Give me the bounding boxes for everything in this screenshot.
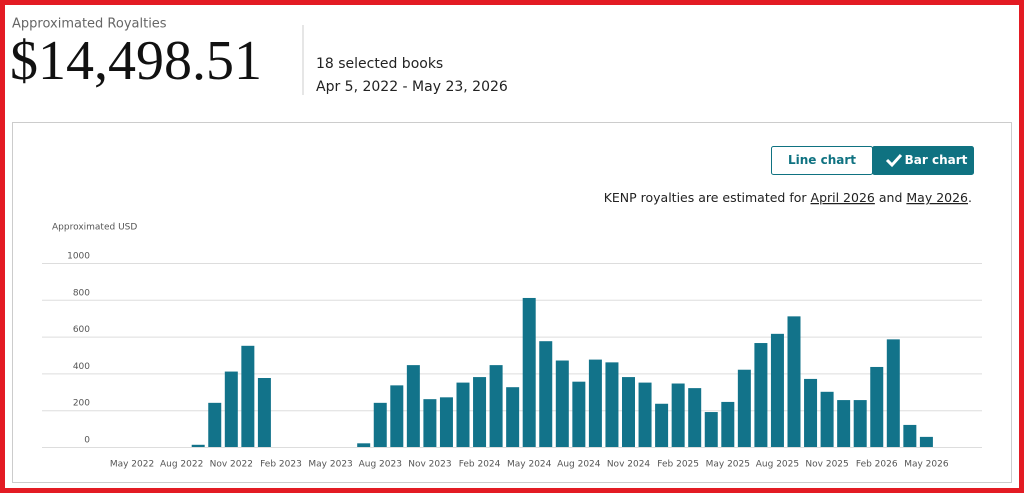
note-link[interactable]: May 2026 xyxy=(906,190,968,205)
y-tick-label: 0 xyxy=(84,436,90,446)
bar xyxy=(704,412,718,447)
kenp-note: KENP royalties are estimated for April 2… xyxy=(604,190,972,205)
note-text: and xyxy=(879,190,903,205)
bar xyxy=(638,382,652,447)
line-chart-button[interactable]: Line chart xyxy=(771,146,873,175)
x-tick-label: Aug 2025 xyxy=(756,460,799,470)
x-tick-label: Nov 2025 xyxy=(805,460,848,470)
bar xyxy=(224,371,238,447)
note-link[interactable]: April 2026 xyxy=(811,190,875,205)
bar xyxy=(870,366,884,447)
x-tick-label: Aug 2023 xyxy=(359,460,402,470)
bar xyxy=(423,399,437,447)
bar xyxy=(555,360,569,447)
y-tick-label: 200 xyxy=(73,399,90,409)
selected-books: 18 selected books xyxy=(316,56,443,72)
y-tick-label: 400 xyxy=(73,362,90,372)
bar xyxy=(804,378,818,447)
bar xyxy=(241,345,255,447)
bar xyxy=(787,316,801,447)
button-label: Line chart xyxy=(788,153,856,167)
bar xyxy=(390,385,404,447)
bar xyxy=(208,402,222,447)
x-tick-label: Nov 2023 xyxy=(408,460,451,470)
button-label: Bar chart xyxy=(905,153,968,167)
check-icon xyxy=(885,153,903,168)
x-tick-label: May 2023 xyxy=(308,460,352,470)
x-tick-label: May 2024 xyxy=(507,460,552,470)
bar xyxy=(257,378,271,447)
note-text: . xyxy=(968,190,972,205)
bar xyxy=(439,397,453,447)
bar xyxy=(688,388,702,447)
bar xyxy=(919,436,933,447)
x-tick-label: Feb 2025 xyxy=(657,460,699,470)
bar xyxy=(622,377,635,447)
x-tick-label: May 2025 xyxy=(706,460,750,470)
royalties-label: Approximated Royalties xyxy=(12,17,167,32)
bar xyxy=(671,383,685,447)
bar-chart-button[interactable]: Bar chart xyxy=(872,146,974,175)
bar xyxy=(522,297,536,447)
y-tick-label: 600 xyxy=(73,325,90,335)
bar xyxy=(853,400,867,447)
bar xyxy=(721,401,735,447)
y-axis-label: Approximated USD xyxy=(52,223,137,233)
bar xyxy=(655,403,669,447)
x-tick-label: Nov 2024 xyxy=(607,460,651,470)
bar xyxy=(572,381,586,447)
bar xyxy=(903,424,917,447)
plot: 0 200 400 600 800 1000 May 2022 Aug 2022 Nov 202… xyxy=(42,252,982,470)
x-tick-label: Nov 2022 xyxy=(210,460,253,470)
bar xyxy=(506,387,520,447)
x-tick-label: Feb 2023 xyxy=(260,460,302,470)
bar xyxy=(191,444,205,447)
royalties-amount: $14,498.51 xyxy=(10,30,262,92)
bar xyxy=(820,391,834,447)
y-tick-label: 1000 xyxy=(67,252,90,262)
bar xyxy=(754,343,768,447)
x-tick-label: May 2022 xyxy=(110,460,154,470)
bar xyxy=(886,339,900,447)
bar xyxy=(837,400,851,447)
note-text: KENP royalties are estimated for xyxy=(604,190,808,205)
bar xyxy=(456,382,470,447)
x-tick-label: Aug 2024 xyxy=(557,460,601,470)
bar xyxy=(357,443,371,447)
bar xyxy=(406,365,420,447)
bar xyxy=(737,369,751,447)
bar xyxy=(770,333,784,447)
bar xyxy=(588,359,602,447)
bar xyxy=(373,402,387,447)
bar xyxy=(473,377,487,447)
x-tick-label: Feb 2026 xyxy=(856,460,898,470)
button-bg xyxy=(872,146,974,175)
x-tick-label: May 2026 xyxy=(904,460,949,470)
bar xyxy=(489,365,503,447)
bar xyxy=(605,362,619,447)
y-tick-label: 800 xyxy=(73,288,90,298)
x-tick-label: Feb 2024 xyxy=(459,460,501,470)
x-tick-label: Aug 2022 xyxy=(160,460,203,470)
bar xyxy=(539,341,553,447)
date-range: Apr 5, 2022 - May 23, 2026 xyxy=(316,79,508,95)
